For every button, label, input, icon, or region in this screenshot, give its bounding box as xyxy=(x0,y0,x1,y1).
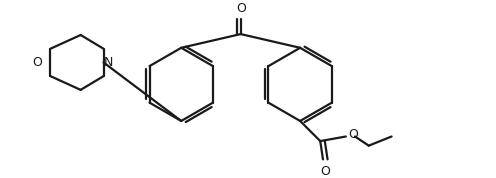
Text: O: O xyxy=(32,56,42,69)
Text: N: N xyxy=(103,56,113,69)
Text: O: O xyxy=(320,165,330,178)
Text: O: O xyxy=(349,128,359,141)
Text: O: O xyxy=(237,2,247,15)
